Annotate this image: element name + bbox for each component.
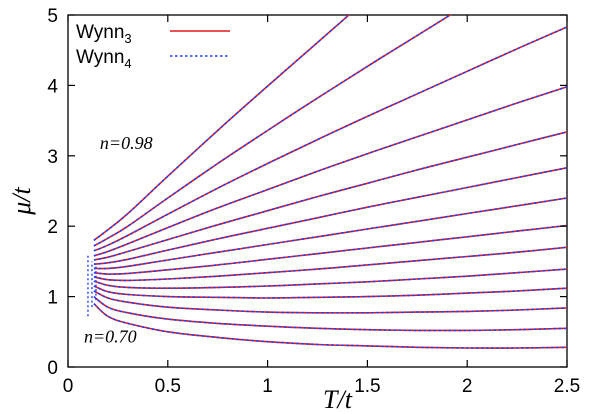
curve-wynn4-5 [93, 246, 567, 282]
curve-wynn4-11 [93, 26, 567, 252]
x-tick-label: 1.5 [354, 376, 380, 397]
curve-wynn3-4 [93, 268, 567, 290]
curve-wynn3-9 [93, 131, 567, 261]
y-tick-label: 5 [47, 6, 58, 27]
plot-border [67, 14, 568, 368]
curve-wynn3-12 [93, 15, 452, 247]
x-tick-label: 2.5 [554, 376, 580, 397]
curve-wynn4-6 [93, 224, 567, 275]
plot-frame [67, 14, 568, 368]
curve-wynn4-9 [93, 131, 567, 261]
curve-group [87, 15, 567, 349]
curve-wynn4-3 [93, 285, 567, 299]
curve-wynn3-13 [93, 15, 351, 241]
curve-wynn4-10 [93, 86, 567, 257]
x-axis-label: T/t [323, 385, 353, 414]
curve-wynn3-6 [93, 224, 567, 275]
curve-annotation: n=0.70 [84, 326, 137, 346]
x-tick-label: 2 [462, 376, 473, 397]
y-tick-label: 1 [47, 288, 58, 309]
curve-wynn3-11 [93, 26, 567, 252]
curve-wynn4-13 [93, 15, 351, 241]
curve-wynn3-10 [93, 86, 567, 257]
curve-wynn4-8 [93, 167, 567, 265]
x-tick-label: 1 [262, 376, 273, 397]
tick-group: 0 0.5 1 1.5 2 2.5 0 1 2 3 4 5 [47, 6, 580, 397]
curve-wynn4-12 [93, 15, 452, 247]
curve-wynn4-7 [93, 197, 567, 270]
legend-label: Wynn3 [76, 22, 132, 46]
curve-wynn4-0 [93, 303, 567, 349]
y-tick-label: 2 [47, 217, 58, 238]
y-tick-label: 3 [47, 147, 58, 168]
x-tick-label: 0 [63, 376, 74, 397]
y-tick-label: 0 [47, 358, 58, 379]
x-tick-label: 0.5 [155, 376, 181, 397]
curve-wynn4-2 [93, 290, 567, 314]
curve-annotation: n=0.98 [100, 133, 153, 153]
y-tick-label: 4 [47, 76, 58, 97]
curve-wynn4-1 [93, 295, 567, 332]
legend-label: Wynn4 [76, 47, 132, 71]
curve-wynn3-2 [93, 290, 567, 314]
axis-labels: T/t μ/t [7, 186, 353, 414]
y-axis-label: μ/t [7, 186, 36, 215]
annotations: n=0.98 n=0.70 [84, 133, 153, 347]
